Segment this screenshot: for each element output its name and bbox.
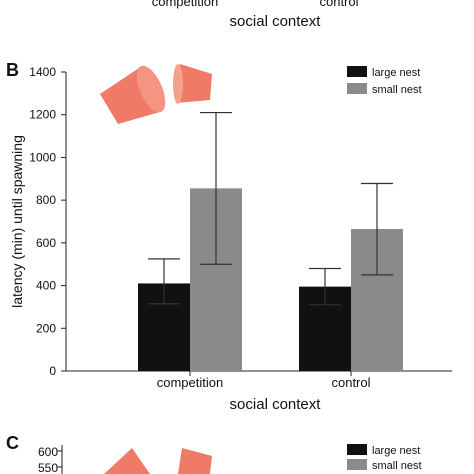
y-tick-label-800: 800 [36, 193, 56, 207]
panel-c-ytick-550: 550 [38, 461, 58, 474]
panel-b-letter: B [6, 60, 19, 80]
x-axis-title: social context [230, 396, 322, 413]
panel-c-legend-label-small-nest: small nest [372, 460, 422, 472]
panel-c-legend-swatch-large-nest [347, 444, 367, 455]
y-axis-title: latency (min) until spawning [9, 135, 25, 308]
y-tick-label-1400: 1400 [29, 65, 56, 79]
legend-swatch-small-nest [347, 83, 367, 94]
prev-x-axis-title: social context [230, 13, 322, 30]
y-tick-label-600: 600 [36, 236, 56, 250]
y-tick-label-1000: 1000 [29, 150, 56, 164]
panel-c-legend-swatch-small-nest [347, 459, 367, 470]
prev-category-label-control: control [319, 0, 358, 9]
legend-label-large-nest: large nest [372, 67, 420, 79]
y-tick-label-400: 400 [36, 279, 56, 293]
flower-pot-halved-icon [178, 448, 212, 474]
flower-pot-halved-icon [173, 64, 212, 104]
y-tick-label-0: 0 [49, 364, 56, 378]
flower-pot-icon [100, 65, 166, 124]
panel-c-ytick-600: 600 [38, 445, 58, 459]
flower-pot-icon [104, 448, 150, 474]
prev-category-label-competition: competition [152, 0, 218, 9]
legend-label-small-nest: small nest [372, 84, 422, 96]
panel-c-letter: C [6, 433, 19, 453]
x-tick-label-competition: competition [157, 375, 223, 390]
panel-c-legend-label-large-nest: large nest [372, 445, 420, 457]
legend-swatch-large-nest [347, 66, 367, 77]
y-tick-label-200: 200 [36, 321, 56, 335]
y-tick-label-1200: 1200 [29, 108, 56, 122]
bar-chart-latency: latency (min) until spawning social cont… [9, 65, 452, 413]
x-tick-label-control: control [331, 375, 370, 390]
